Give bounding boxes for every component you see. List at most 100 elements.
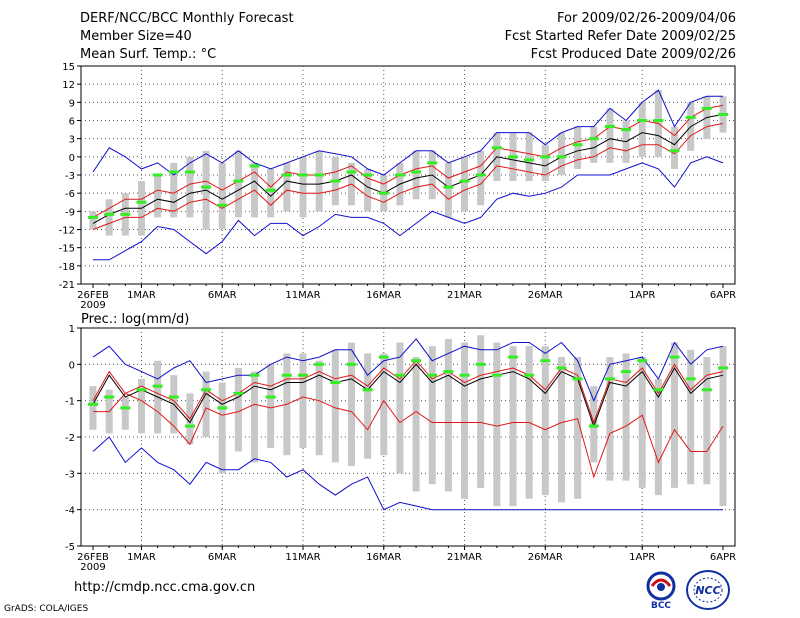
spread-box <box>412 150 420 200</box>
y-tick-label: 3 <box>69 135 75 146</box>
spread-box <box>428 346 436 485</box>
y-tick-label: -3 <box>65 171 75 182</box>
median-marker <box>572 143 583 147</box>
outer-upper-line <box>92 338 724 402</box>
spread-box <box>89 211 97 230</box>
median-marker <box>217 406 228 410</box>
spread-box <box>622 353 630 481</box>
x-tick-label: 26MAR <box>528 552 563 563</box>
median-marker <box>362 173 373 177</box>
spread-box <box>364 168 372 212</box>
median-marker <box>346 362 357 366</box>
inner-upper-line <box>92 104 724 218</box>
source-url[interactable]: http://cmdp.ncc.cma.gov.cn <box>74 580 256 595</box>
spread-box <box>299 353 307 448</box>
spread-box <box>509 346 517 507</box>
x-tick-label: 6APR <box>710 290 736 301</box>
spread-box <box>137 378 145 434</box>
start-date: Fcst Started Refer Date 2009/02/25 <box>504 29 736 44</box>
median-marker <box>556 366 567 370</box>
y-tick-label: -4 <box>65 506 75 517</box>
y-tick-label: -3 <box>65 469 75 480</box>
spread-box <box>234 150 242 218</box>
median-marker <box>621 370 632 374</box>
x-tick-label: 26MAR <box>528 290 563 301</box>
median-marker <box>653 119 664 122</box>
median-marker <box>685 115 696 119</box>
spread-box <box>347 342 355 467</box>
spread-box <box>477 150 485 206</box>
y-tick-label: 0 <box>69 153 75 164</box>
variable-label: Mean Surf. Temp.: °C <box>80 47 217 62</box>
chart-title: DERF/NCC/BCC Monthly Forecast <box>80 11 294 26</box>
median-marker <box>265 395 276 399</box>
median-marker <box>394 173 405 177</box>
median-marker <box>298 373 308 377</box>
spread-box <box>412 357 420 492</box>
median-marker <box>621 128 632 132</box>
median-marker <box>411 359 422 363</box>
spread-box <box>461 156 469 212</box>
x-tick-label: 21MAR <box>447 290 482 301</box>
spread-box <box>557 357 565 503</box>
spread-box <box>186 156 194 218</box>
y-tick-label: -21 <box>59 280 75 291</box>
x-tick-label: 21MAR <box>447 552 482 563</box>
spread-box <box>541 144 549 182</box>
spread-box <box>590 386 598 463</box>
median-marker <box>718 112 728 116</box>
median-marker <box>427 161 438 165</box>
plot-frame <box>80 65 736 285</box>
x-sublabel: 2009 <box>80 562 105 573</box>
spread-box <box>380 353 388 456</box>
median-marker <box>104 395 115 399</box>
y-tick-label: 15 <box>62 62 75 73</box>
spread-box <box>638 357 646 488</box>
median-marker <box>540 359 551 363</box>
ncc-logo-text: NCC <box>695 584 720 597</box>
median-marker <box>281 373 292 377</box>
median-marker <box>669 355 680 359</box>
median-marker <box>88 402 98 406</box>
median-marker <box>184 424 195 428</box>
median-marker <box>104 212 115 216</box>
spread-box <box>590 126 598 163</box>
median-marker <box>524 373 535 377</box>
median-marker <box>378 355 389 359</box>
median-marker <box>152 173 163 177</box>
x-tick-label: 6MAR <box>208 552 237 563</box>
forecast-period: For 2009/02/26-2009/04/06 <box>557 11 736 26</box>
median-marker <box>411 170 422 174</box>
median-marker <box>249 164 260 168</box>
median-marker <box>475 173 486 177</box>
median-marker <box>314 362 325 366</box>
plot-frame <box>80 327 736 547</box>
median-marker <box>604 125 615 129</box>
y-tick-label: 1 <box>69 324 75 335</box>
median-marker <box>604 377 615 381</box>
x-tick-label: 16MAR <box>366 552 401 563</box>
spread-box <box>218 162 226 230</box>
median-marker <box>524 158 535 162</box>
spread-box <box>574 126 582 169</box>
y-tick-label: -1 <box>65 397 75 408</box>
spread-box <box>267 168 275 218</box>
median-marker <box>475 362 486 366</box>
median-marker <box>508 355 518 359</box>
median-marker <box>685 377 696 381</box>
median-marker <box>556 155 567 159</box>
spread-box <box>654 378 662 496</box>
precip-panel-title: Prec.: log(mm/d) <box>81 312 189 327</box>
x-tick-label: 26FEB <box>77 290 109 301</box>
median-marker <box>378 191 389 195</box>
y-tick-label: -18 <box>59 262 75 273</box>
median-marker <box>588 424 599 428</box>
median-marker <box>394 373 405 377</box>
y-tick-label: 6 <box>69 117 75 128</box>
median-marker <box>491 373 502 377</box>
median-marker <box>281 173 292 177</box>
y-tick-label: -6 <box>65 189 75 200</box>
median-marker <box>265 188 276 192</box>
median-marker <box>330 179 341 183</box>
outer-lower-line <box>93 156 724 261</box>
